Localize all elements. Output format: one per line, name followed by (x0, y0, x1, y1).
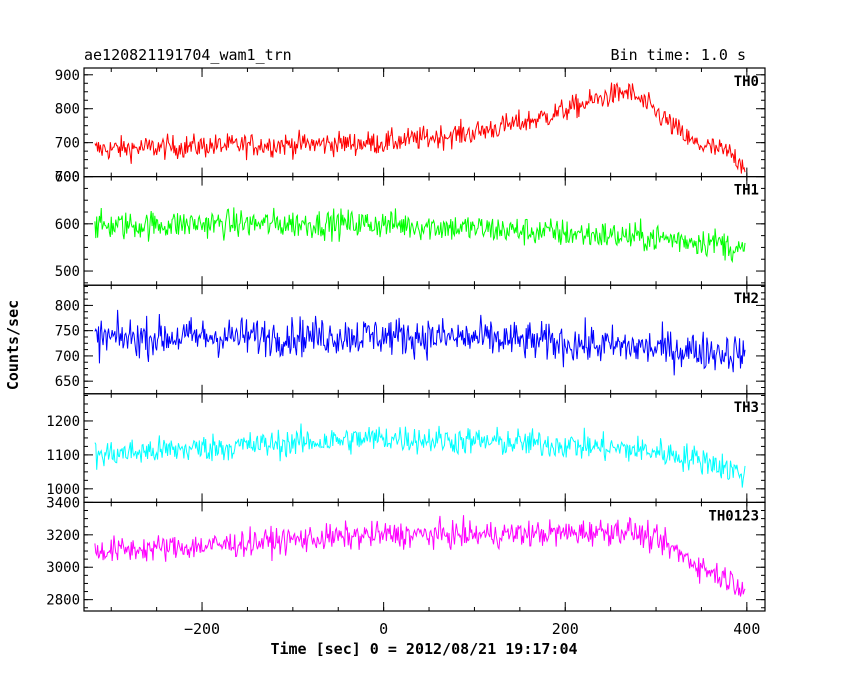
y-tick-label: 600 (55, 170, 80, 186)
y-tick-label: 900 (55, 68, 80, 84)
series-line-th2 (94, 309, 746, 376)
x-tick-labels: −200 0 200 400 (184, 620, 760, 638)
x-tick-label: 200 (552, 620, 579, 638)
y-tick-label: 1000 (46, 482, 80, 498)
series-line-th0 (94, 81, 746, 174)
x-tick-label: 0 (379, 620, 388, 638)
panel-th3: 1000 1100 1200 TH3 (46, 393, 766, 503)
y-tick-label: 600 (55, 217, 80, 233)
y-tick-label: 500 (55, 264, 80, 280)
y-tick-label: 2800 (46, 593, 80, 609)
y-tick-label: 1100 (46, 448, 80, 464)
y-tick-label: 750 (55, 324, 80, 340)
y-tick-label: 700 (55, 170, 80, 186)
series-line-th3 (94, 423, 746, 488)
panel-frame (83, 67, 766, 178)
panel-label-th1: TH1 (734, 183, 759, 199)
y-tick-label: 700 (55, 349, 80, 365)
y-tick-label: 1200 (46, 414, 80, 430)
panel-th2: 650 700 750 800 TH2 (55, 284, 766, 395)
x-tick-label: 400 (733, 620, 760, 638)
x-axis-label: Time [sec] 0 = 2012/08/21 19:17:04 (270, 640, 577, 658)
x-tick-label: −200 (184, 620, 220, 638)
y-tick-label: 650 (55, 374, 80, 390)
y-tick-label: 700 (55, 136, 80, 152)
series-line-th0123 (94, 515, 746, 597)
panel-label-th0: TH0 (734, 74, 759, 90)
y-tick-label: 3200 (46, 528, 80, 544)
y-tick-label: 800 (55, 298, 80, 314)
panel-frame (83, 501, 766, 612)
bin-time-label: Bin time: 1.0 s (611, 46, 746, 64)
y-axis-label: Counts/sec (4, 300, 22, 390)
series-line-th1 (94, 207, 746, 264)
y-tick-label: 3400 (46, 495, 80, 511)
panel-label-th2: TH2 (734, 291, 759, 307)
panel-label-th3: TH3 (734, 400, 759, 416)
y-tick-label: 800 (55, 102, 80, 118)
panel-label-th0123: TH0123 (708, 508, 759, 524)
panel-frame (83, 176, 766, 286)
y-tick-label: 3000 (46, 560, 80, 576)
panel-th0123: 2800 3000 3200 3400 TH0123 (46, 495, 766, 612)
chart-title: ae120821191704_wam1_trn (84, 46, 292, 64)
